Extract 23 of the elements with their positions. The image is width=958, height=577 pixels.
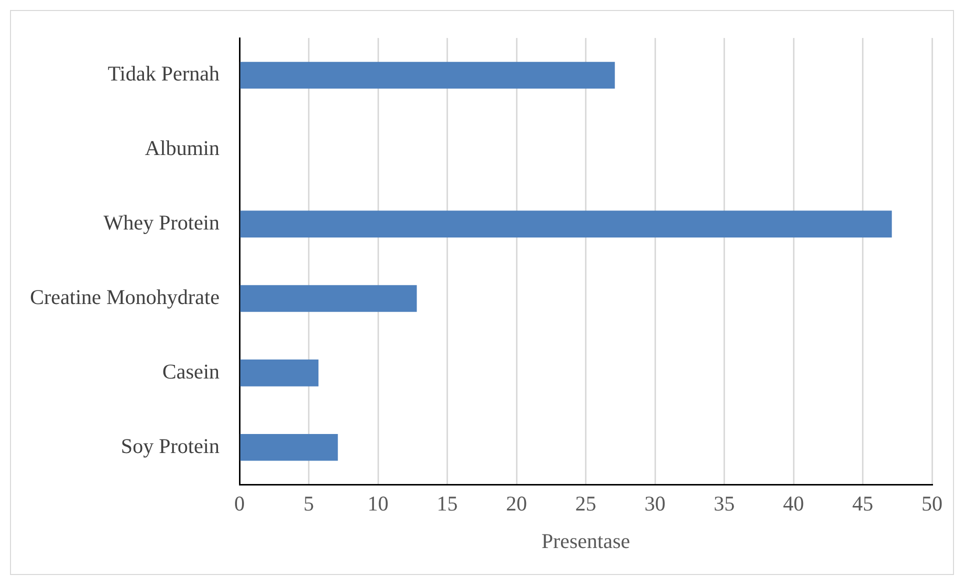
x-tick-label: 0: [234, 492, 245, 516]
x-tick-label: 15: [436, 492, 458, 516]
x-tick-label: 25: [575, 492, 596, 516]
y-tick-label: Casein: [162, 359, 220, 384]
x-tick-label: 30: [644, 492, 666, 516]
x-tick-label: 5: [304, 492, 314, 516]
x-axis-title: Presentase: [541, 528, 630, 553]
x-tick-label: 45: [852, 492, 874, 516]
bar: [240, 210, 892, 238]
bar: [240, 360, 318, 386]
bar: [240, 285, 417, 312]
y-tick-label: Soy Protein: [120, 434, 220, 458]
bar: [240, 434, 338, 461]
y-tick-label: Creatine Monohydrate: [30, 285, 220, 310]
x-tick-label: 10: [368, 492, 389, 516]
bar: [240, 62, 615, 89]
x-tick-label: 40: [783, 492, 804, 516]
x-tick-label: 20: [506, 492, 528, 516]
x-tick-label: 50: [922, 492, 942, 516]
x-tick-label: 35: [714, 492, 735, 516]
y-tick-label: Whey Protein: [103, 210, 220, 235]
y-tick-label: Albumin: [144, 136, 220, 160]
y-tick-label: Tidak Pernah: [108, 62, 220, 86]
